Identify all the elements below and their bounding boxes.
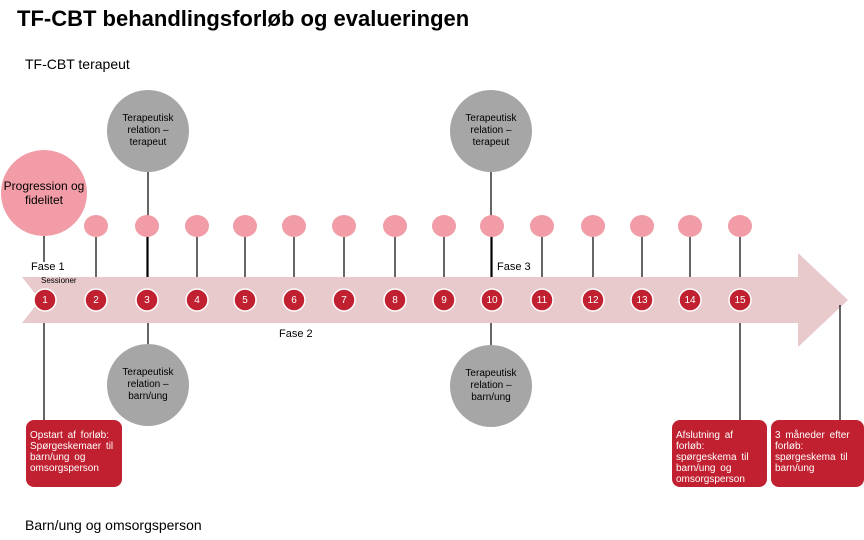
session-number: 6 bbox=[291, 294, 297, 306]
relation-circle bbox=[107, 344, 189, 426]
lane-child: Barn/ung og omsorgsperson bbox=[25, 517, 202, 533]
session-number: 3 bbox=[144, 294, 150, 306]
relation-label: Terapeutisk relation – barn/ung bbox=[465, 368, 517, 403]
session-marker bbox=[480, 215, 504, 237]
session-circle bbox=[678, 288, 702, 312]
session-number: 14 bbox=[684, 294, 696, 306]
session-circle bbox=[185, 288, 209, 312]
relation-label: Terapeutisk relation – barn/ung bbox=[122, 367, 174, 402]
session-number: 8 bbox=[392, 294, 398, 306]
session-number: 10 bbox=[486, 294, 498, 306]
session-marker bbox=[678, 215, 702, 237]
session-marker bbox=[581, 215, 605, 237]
sessions-label: Sessioner bbox=[41, 276, 77, 285]
session-marker bbox=[233, 215, 257, 237]
evaluation-box-followup: 3 måneder efter forløb: spørgeskema til … bbox=[771, 420, 864, 487]
session-marker bbox=[630, 215, 654, 237]
session-marker bbox=[332, 215, 356, 237]
session-circle bbox=[480, 288, 504, 312]
session-circle bbox=[84, 288, 108, 312]
session-circle bbox=[530, 288, 554, 312]
relation-label: Terapeutisk relation – terapeut bbox=[122, 113, 174, 148]
session-marker bbox=[135, 215, 159, 237]
session-marker bbox=[432, 215, 456, 237]
session-circle bbox=[282, 288, 306, 312]
page-title: TF-CBT behandlingsforløb og evalueringen bbox=[17, 6, 470, 31]
session-marker bbox=[530, 215, 554, 237]
session-marker bbox=[282, 215, 306, 237]
session-circle bbox=[630, 288, 654, 312]
session-number: 9 bbox=[441, 294, 447, 306]
evaluation-box-end: Afslutning af forløb: spørgeskema til ba… bbox=[672, 420, 767, 487]
session-number: 4 bbox=[194, 294, 200, 306]
session-marker bbox=[84, 215, 108, 237]
session-number: 2 bbox=[93, 294, 99, 306]
session-circle bbox=[233, 288, 257, 312]
session-circle bbox=[332, 288, 356, 312]
session-circle bbox=[33, 288, 57, 312]
session-circle bbox=[135, 288, 159, 312]
progression-circle bbox=[1, 150, 87, 236]
progression-label: Progression og fidelitet bbox=[3, 179, 85, 207]
session-number: 1 bbox=[42, 294, 48, 306]
session-circle bbox=[581, 288, 605, 312]
session-number: 7 bbox=[341, 294, 347, 306]
session-number: 11 bbox=[536, 294, 548, 306]
relation-circle bbox=[107, 90, 189, 172]
session-number: 5 bbox=[242, 294, 248, 306]
session-circle bbox=[728, 288, 752, 312]
session-number: 12 bbox=[587, 294, 599, 306]
session-marker bbox=[383, 215, 407, 237]
phase-2-label: Fase 2 bbox=[279, 328, 313, 340]
relation-circle bbox=[450, 90, 532, 172]
relation-label: Terapeutisk relation – terapeut bbox=[465, 113, 517, 148]
session-number: 13 bbox=[636, 294, 648, 306]
lane-therapist: TF-CBT terapeut bbox=[25, 56, 130, 72]
session-circle bbox=[432, 288, 456, 312]
relation-circle bbox=[450, 345, 532, 427]
session-marker bbox=[728, 215, 752, 237]
phase-3-label: Fase 3 bbox=[497, 261, 531, 273]
session-number: 15 bbox=[734, 294, 746, 306]
session-circle bbox=[383, 288, 407, 312]
evaluation-box-start: Opstart af forløb: Spørgeskemaer til bar… bbox=[26, 420, 122, 487]
session-marker bbox=[185, 215, 209, 237]
phase-1-label: Fase 1 bbox=[31, 261, 65, 273]
